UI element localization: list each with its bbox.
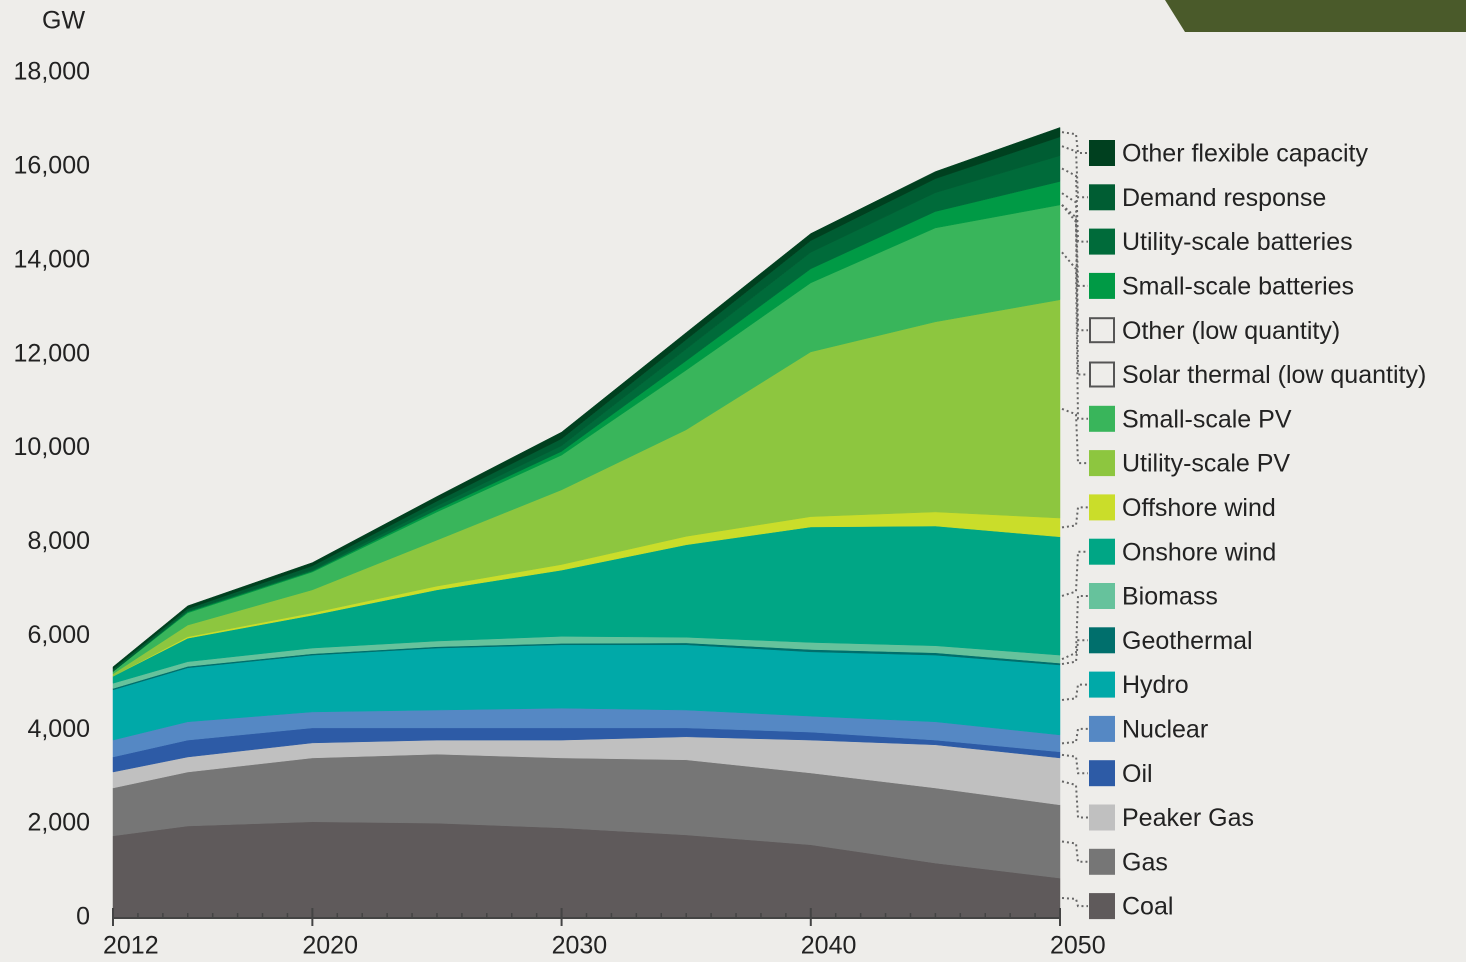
leader-line — [1061, 683, 1088, 701]
legend-label: Offshore wind — [1122, 494, 1276, 522]
y-tick-label: 2,000 — [27, 809, 90, 837]
legend-label: Utility-scale batteries — [1122, 228, 1353, 256]
legend-swatch — [1089, 228, 1115, 255]
legend-label: Small-scale PV — [1122, 405, 1292, 433]
legend-label: Biomass — [1122, 583, 1218, 611]
legend-label: Hydro — [1122, 671, 1189, 699]
y-tick-label: 10,000 — [14, 433, 90, 461]
legend-swatch — [1089, 583, 1115, 609]
legend-label: Utility-scale PV — [1122, 450, 1290, 478]
y-axis-unit: GW — [42, 7, 85, 35]
legend-label: Small-scale batteries — [1122, 273, 1354, 301]
y-tick-label: 0 — [76, 903, 90, 931]
y-tick-label: 14,000 — [14, 245, 90, 273]
x-tick-label: 2030 — [552, 932, 608, 960]
legend-label: Gas — [1122, 848, 1168, 876]
leader-line — [1061, 204, 1088, 332]
leader-line — [1061, 639, 1088, 666]
legend-swatch — [1089, 361, 1115, 388]
legend-swatch — [1089, 405, 1115, 432]
photo-corner — [1165, 0, 1466, 32]
legend-swatch — [1089, 317, 1115, 344]
legend-label: Onshore wind — [1122, 538, 1276, 566]
leader-line — [1061, 167, 1088, 243]
legend-swatch — [1089, 140, 1115, 166]
legend-swatch — [1089, 627, 1115, 654]
legend-label: Coal — [1122, 893, 1173, 921]
x-tick-label: 2040 — [801, 932, 857, 960]
legend-swatch — [1089, 450, 1115, 477]
legend-label: Nuclear — [1122, 716, 1208, 744]
legend-swatch — [1089, 494, 1115, 521]
y-tick-label: 18,000 — [14, 58, 90, 86]
legend-label: Peaker Gas — [1122, 804, 1254, 832]
legend-swatch — [1089, 760, 1115, 787]
leader-line — [1061, 753, 1088, 775]
leader-line — [1061, 145, 1088, 199]
leader-line — [1061, 897, 1088, 908]
y-tick-label: 16,000 — [14, 151, 90, 179]
legend-label: Geothermal — [1122, 627, 1253, 655]
legend-label: Demand response — [1122, 184, 1326, 212]
leader-line — [1061, 204, 1088, 376]
legend-swatch — [1089, 893, 1115, 920]
legend-label: Oil — [1122, 760, 1153, 788]
legend-swatch — [1089, 715, 1115, 742]
y-tick-label: 8,000 — [27, 527, 90, 555]
legend-label: Other (low quantity) — [1122, 317, 1340, 345]
y-tick-label: 12,000 — [14, 339, 90, 367]
legend-swatch — [1089, 804, 1115, 831]
y-tick-label: 4,000 — [27, 715, 90, 743]
leader-line — [1061, 780, 1088, 819]
legend-label: Other flexible capacity — [1122, 140, 1368, 168]
legend-swatch — [1089, 184, 1115, 211]
leader-line — [1061, 192, 1088, 287]
legend-swatch — [1089, 538, 1115, 565]
legend-swatch — [1089, 272, 1115, 299]
x-tick-label: 2020 — [302, 932, 358, 960]
leader-line — [1061, 251, 1088, 420]
x-tick-label: 2050 — [1050, 932, 1106, 960]
legend-swatch — [1089, 848, 1115, 875]
y-tick-label: 6,000 — [27, 621, 90, 649]
legend-swatch — [1089, 671, 1115, 698]
leader-line — [1061, 727, 1088, 745]
x-tick-label: 2012 — [103, 932, 159, 960]
area — [112, 127, 1061, 670]
legend-label: Solar thermal (low quantity) — [1122, 361, 1426, 389]
